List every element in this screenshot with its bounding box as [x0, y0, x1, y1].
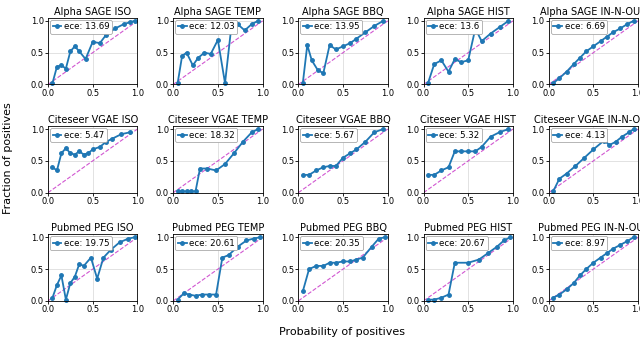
Title: Alpha SAGE TEMP: Alpha SAGE TEMP: [174, 7, 261, 17]
Legend: ece: 20.67: ece: 20.67: [426, 236, 488, 251]
Legend: ece: 13.95: ece: 13.95: [301, 20, 362, 34]
Title: Pubmed PEG IN-N-OUT: Pubmed PEG IN-N-OUT: [538, 223, 640, 233]
Title: Alpha SAGE BBQ: Alpha SAGE BBQ: [302, 7, 384, 17]
Title: Pubmed PEG ISO: Pubmed PEG ISO: [51, 223, 134, 233]
Text: Probability of positives: Probability of positives: [280, 327, 405, 337]
Legend: ece: 20.35: ece: 20.35: [301, 236, 363, 251]
Title: Alpha SAGE HIST: Alpha SAGE HIST: [427, 7, 509, 17]
Title: Citeseer VGAE TEMP: Citeseer VGAE TEMP: [168, 115, 268, 125]
Legend: ece: 4.13: ece: 4.13: [551, 128, 607, 142]
Title: Citeseer VGAE HIST: Citeseer VGAE HIST: [420, 115, 516, 125]
Legend: ece: 5.47: ece: 5.47: [50, 128, 107, 142]
Text: Fraction of positives: Fraction of positives: [3, 102, 13, 214]
Legend: ece: 12.03: ece: 12.03: [175, 20, 237, 34]
Title: Pubmed PEG TEMP: Pubmed PEG TEMP: [172, 223, 264, 233]
Title: Alpha SAGE IN-N-OUT: Alpha SAGE IN-N-OUT: [540, 7, 640, 17]
Legend: ece: 13.69: ece: 13.69: [50, 20, 112, 34]
Legend: ece: 13.6: ece: 13.6: [426, 20, 483, 34]
Title: Pubmed PEG HIST: Pubmed PEG HIST: [424, 223, 512, 233]
Legend: ece: 19.75: ece: 19.75: [50, 236, 112, 251]
Legend: ece: 5.32: ece: 5.32: [426, 128, 483, 142]
Title: Alpha SAGE ISO: Alpha SAGE ISO: [54, 7, 131, 17]
Title: Citeseer VGAE IN-N-OUT: Citeseer VGAE IN-N-OUT: [534, 115, 640, 125]
Legend: ece: 8.97: ece: 8.97: [551, 236, 607, 251]
Title: Citeseer VGAE ISO: Citeseer VGAE ISO: [47, 115, 138, 125]
Legend: ece: 6.69: ece: 6.69: [551, 20, 607, 34]
Title: Citeseer VGAE BBQ: Citeseer VGAE BBQ: [296, 115, 390, 125]
Legend: ece: 20.61: ece: 20.61: [175, 236, 237, 251]
Legend: ece: 5.67: ece: 5.67: [301, 128, 357, 142]
Title: Pubmed PEG BBQ: Pubmed PEG BBQ: [300, 223, 387, 233]
Legend: ece: 18.32: ece: 18.32: [175, 128, 237, 142]
